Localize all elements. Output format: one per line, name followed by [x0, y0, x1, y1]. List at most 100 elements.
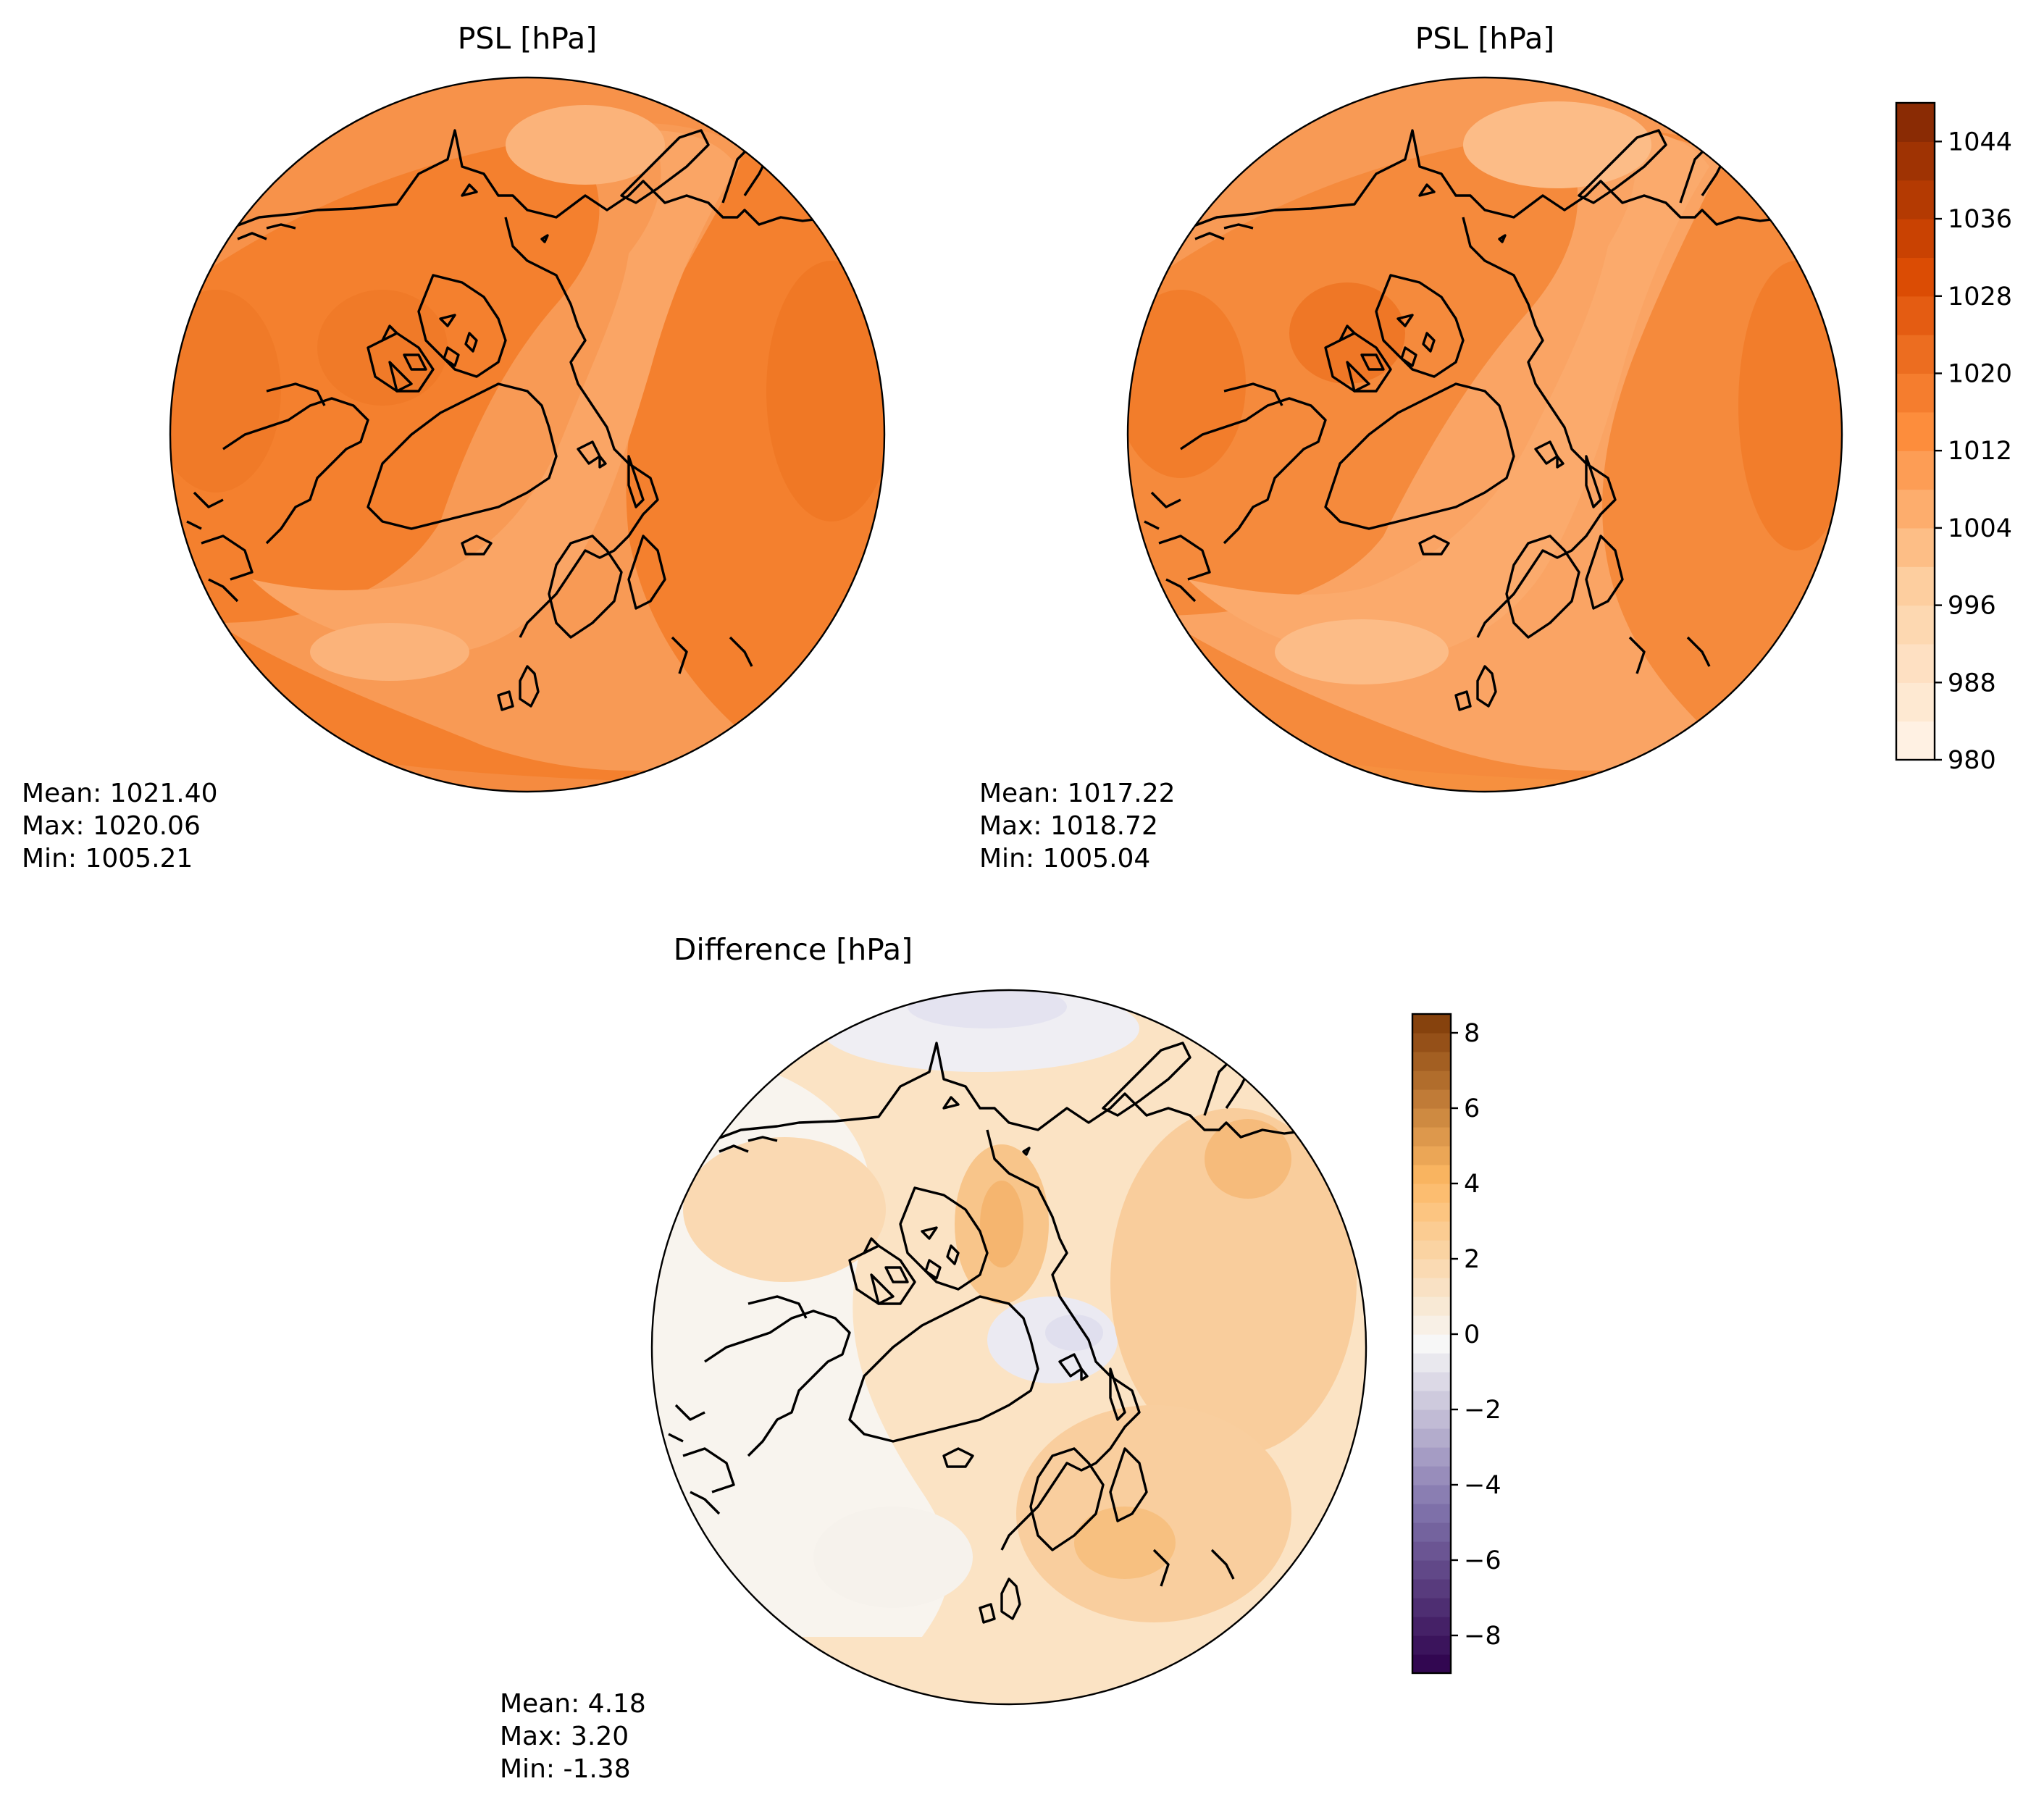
colorbar-segment: [1412, 1353, 1451, 1373]
colorbar-segment: [1412, 1071, 1451, 1090]
colorbar-segment: [1412, 1089, 1451, 1109]
colorbar-tick-label: −2: [1464, 1396, 1501, 1425]
colorbar-segment: [1412, 1221, 1451, 1241]
contour-band: [1275, 619, 1449, 684]
colorbar-segment: [1896, 451, 1935, 490]
contour-band: [1188, 130, 1709, 661]
colorbar-tick-label: 0: [1464, 1320, 1480, 1349]
colorbar-tick-label: 996: [1948, 592, 1996, 621]
colorbar-segment: [1896, 682, 1935, 722]
panel-3-title: Difference [hPa]: [674, 932, 913, 967]
colorbar-tick-label: 1004: [1948, 514, 2012, 543]
contour-band: [1205, 1119, 1291, 1199]
panel-2-min: Min: 1005.04: [979, 844, 1150, 873]
panel-2-map: [1126, 76, 1843, 793]
colorbar-segment: [1896, 643, 1935, 683]
colorbar-segment: [1412, 1052, 1451, 1071]
colorbar-tick-label: 4: [1464, 1170, 1480, 1199]
colorbar-segment: [1412, 1127, 1451, 1147]
contour-band: [170, 290, 281, 493]
colorbar-segment: [1412, 1598, 1451, 1617]
psl-colorbar-frame: [1895, 101, 1936, 761]
colorbar-segment: [1896, 335, 1935, 374]
colorbar-segment: [1412, 1579, 1451, 1599]
colorbar-segment: [1412, 1560, 1451, 1580]
colorbar-segment: [1896, 257, 1935, 297]
colorbar-segment: [1896, 527, 1935, 567]
panel-3-map: [650, 989, 1367, 1706]
colorbar-segment: [1896, 219, 1935, 259]
colorbar-tick-label: 6: [1464, 1094, 1480, 1123]
colorbar-segment: [1412, 1372, 1451, 1391]
difference-colorbar-segments: [1412, 1014, 1451, 1674]
psl-colorbar: 980 988 996 1004 1012 1020 1028 1036 1044: [1895, 101, 2012, 775]
colorbar-tick-label: −4: [1464, 1471, 1501, 1500]
contour-band: [1110, 1108, 1357, 1456]
colorbar-tick-label: −8: [1464, 1622, 1501, 1651]
difference-colorbar-frame: [1411, 1013, 1452, 1675]
colorbar-segment: [1896, 489, 1935, 529]
colorbar-tick-label: 1036: [1948, 205, 2012, 234]
colorbar-tick-label: 980: [1948, 746, 1996, 775]
colorbar-segment: [1412, 1183, 1451, 1203]
colorbar-tick-label: 988: [1948, 669, 1996, 697]
colorbar-segment: [1412, 1428, 1451, 1448]
colorbar-segment: [1412, 1146, 1451, 1165]
contour-band: [1738, 261, 1842, 550]
map-boundary: [650, 989, 1367, 1706]
contour-band: [252, 130, 737, 653]
difference-colorbar: −8 −6 −4 −2 0 2 4 6 8: [1411, 1013, 1501, 1675]
colorbar-segment: [1412, 1296, 1451, 1316]
colorbar-segment: [1412, 1409, 1451, 1429]
panel-3-max: Max: 3.20: [500, 1722, 629, 1751]
colorbar-segment: [1412, 1240, 1451, 1260]
colorbar-segment: [1412, 1278, 1451, 1297]
panel-3: Difference [hPa] Mean: 4.18: [500, 932, 1367, 1784]
colorbar-tick-label: 1020: [1948, 359, 2012, 388]
panel-2: PSL [hPa] Mean: 1017.22 Max: 1018.72 Min…: [979, 21, 1843, 873]
panel-3-mean: Mean: 4.18: [500, 1689, 646, 1719]
map-boundary: [1126, 76, 1843, 793]
colorbar-segment: [1896, 566, 1935, 606]
colorbar-segment: [1896, 605, 1935, 645]
colorbar-segment: [1896, 180, 1935, 219]
colorbar-segment: [1412, 1504, 1451, 1523]
panel-1-min: Min: 1005.21: [22, 844, 193, 873]
colorbar-segment: [1412, 1617, 1451, 1636]
colorbar-segment: [1412, 1315, 1451, 1335]
contour-band: [1074, 1507, 1176, 1579]
colorbar-segment: [1896, 411, 1935, 451]
colorbar-segment: [1896, 373, 1935, 413]
colorbar-segment: [1412, 1033, 1451, 1052]
contour-band: [1128, 290, 1246, 478]
contour-band: [310, 623, 469, 681]
contour-band: [317, 290, 448, 406]
colorbar-segment: [1896, 721, 1935, 761]
contour-band: [1463, 101, 1651, 188]
panel-2-title: PSL [hPa]: [1415, 21, 1555, 56]
colorbar-segment: [1412, 1541, 1451, 1561]
colorbar-segment: [1896, 141, 1935, 181]
panel-1-map: [169, 76, 886, 793]
colorbar-tick-label: 1012: [1948, 437, 2012, 466]
colorbar-segment: [1412, 1108, 1451, 1128]
colorbar-segment: [1412, 1259, 1451, 1278]
contour-band: [980, 1181, 1023, 1268]
difference-colorbar-ticks: −8 −6 −4 −2 0 2 4 6 8: [1451, 1019, 1501, 1651]
contour-band: [683, 1137, 886, 1282]
contour-band: [1289, 282, 1405, 384]
colorbar-segment: [1412, 1334, 1451, 1354]
panel-1: PSL [hPa] Mean: 1021.40 Max: 1020.06 Min…: [22, 21, 886, 873]
colorbar-segment: [1412, 1635, 1451, 1655]
colorbar-segment: [1412, 1522, 1451, 1542]
contour-band: [766, 261, 884, 521]
panel-3-min: Min: -1.38: [500, 1754, 631, 1784]
colorbar-tick-label: 8: [1464, 1019, 1480, 1048]
psl-colorbar-segments: [1896, 103, 1935, 761]
psl-colorbar-ticks: 980 988 996 1004 1012 1020 1028 1036 1044: [1935, 127, 2012, 775]
colorbar-segment: [1412, 1447, 1451, 1467]
colorbar-tick-label: 2: [1464, 1245, 1480, 1274]
colorbar-segment: [1412, 1014, 1451, 1034]
panel-1-mean: Mean: 1021.40: [22, 779, 218, 808]
